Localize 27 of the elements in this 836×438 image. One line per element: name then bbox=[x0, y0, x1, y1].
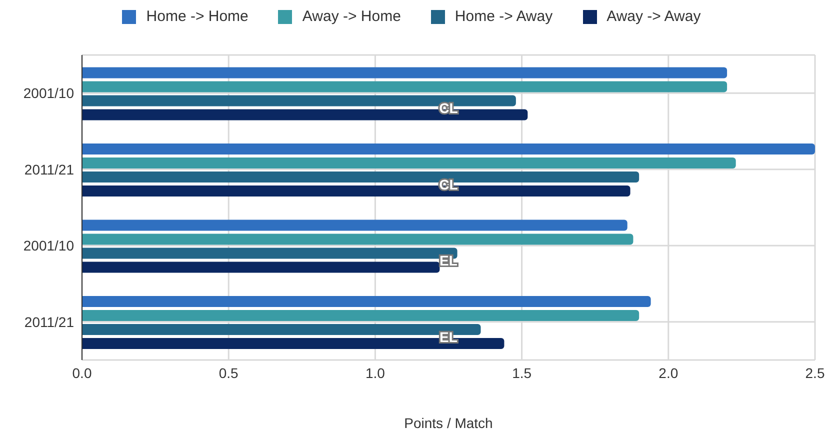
y-tick-label: 2011/21 bbox=[24, 161, 74, 178]
legend-label: Away -> Home bbox=[301, 8, 401, 25]
x-tick-label: 1.0 bbox=[365, 364, 386, 381]
legend-label: Home -> Home bbox=[145, 8, 248, 25]
bar bbox=[82, 157, 736, 168]
annotation: CL bbox=[439, 176, 458, 192]
x-tick-label: 0.0 bbox=[72, 364, 92, 381]
x-axis-title: Points / Match bbox=[404, 415, 493, 431]
bar bbox=[82, 220, 628, 231]
bar bbox=[82, 234, 634, 245]
annotation: CL bbox=[439, 100, 458, 116]
legend-label: Away -> Away bbox=[606, 8, 701, 25]
x-tick-label: 2.0 bbox=[658, 364, 678, 381]
x-tick-label: 1.5 bbox=[512, 364, 532, 381]
bar bbox=[82, 296, 651, 307]
x-tick-label: 0.5 bbox=[218, 364, 239, 381]
bar bbox=[82, 143, 815, 154]
y-tick-label: 2011/21 bbox=[24, 314, 74, 330]
bar bbox=[82, 81, 728, 92]
x-tick-label: 2.5 bbox=[805, 364, 825, 381]
y-tick-label: 2001/10 bbox=[23, 238, 74, 254]
bar bbox=[82, 310, 640, 321]
y-tick-label: 2001/10 bbox=[23, 85, 74, 102]
bar bbox=[82, 262, 440, 273]
legend-label: Home -> Away bbox=[454, 8, 553, 25]
annotation: EL bbox=[440, 328, 458, 345]
bar bbox=[82, 67, 728, 78]
